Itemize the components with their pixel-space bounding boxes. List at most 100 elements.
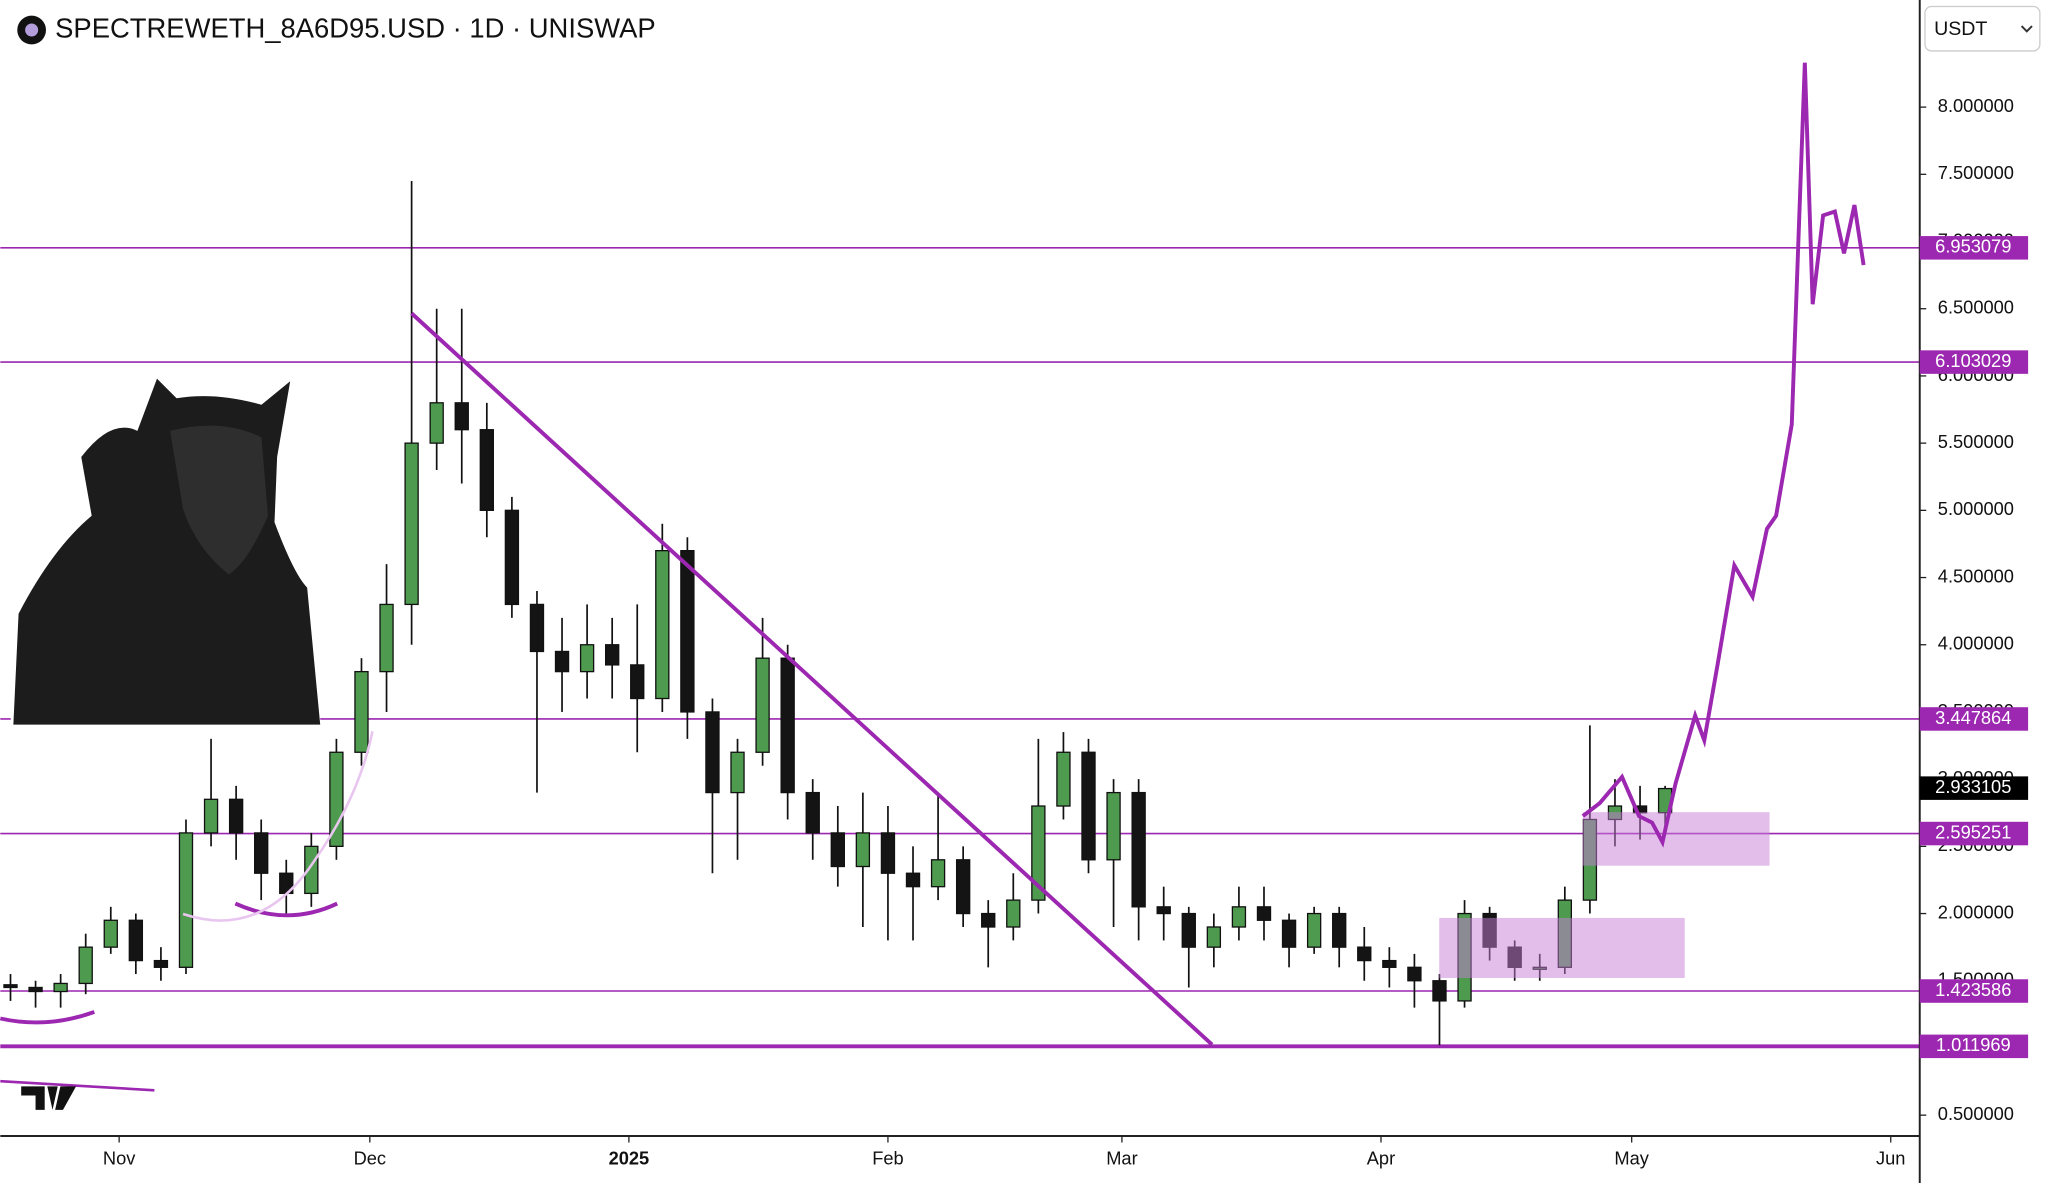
candle-body (880, 832, 896, 874)
candle-body (930, 859, 946, 888)
currency-label: USDT (1934, 18, 1987, 40)
dropdown-arrow (2020, 25, 2033, 33)
candle-body (1382, 959, 1397, 968)
x-tick-label: 2025 (609, 1147, 650, 1168)
level-tag-label: 1.423586 (1935, 979, 2011, 1000)
candle-body (1081, 751, 1096, 861)
candle-body (905, 872, 921, 888)
annotations (0, 62, 1866, 1092)
y-tick-label: 7.500000 (1938, 162, 2014, 183)
y-tick-label: 6.500000 (1938, 297, 2014, 318)
candle-body (329, 751, 344, 848)
level-tag (1919, 350, 2029, 374)
tradingview-logo (21, 1086, 77, 1110)
candle-body (1056, 751, 1071, 807)
candle-body (1281, 919, 1297, 948)
trend-line (410, 311, 1214, 1047)
x-tick-label: Mar (1106, 1147, 1137, 1168)
y-tick-label: 0.500000 (1938, 1103, 2014, 1124)
candle-body (103, 919, 118, 948)
candle-body (479, 429, 495, 511)
currency-select[interactable] (1924, 5, 2041, 52)
level-tag (1919, 707, 2029, 731)
y-tick-label: 2.000000 (1938, 901, 2014, 922)
candle-body (1031, 805, 1046, 901)
symbol-logo-inner (25, 23, 39, 37)
candle-body (1306, 912, 1322, 948)
candle-body (680, 550, 695, 713)
candle-body (429, 402, 444, 444)
candle-body (1181, 912, 1196, 948)
candle-body (3, 984, 18, 989)
candle-body (203, 798, 219, 834)
candle-body (128, 919, 144, 962)
candle-body (228, 798, 244, 834)
y-tick-label: 5.000000 (1938, 498, 2014, 519)
candle-body (705, 711, 720, 794)
curve (182, 730, 374, 922)
candle-body (254, 832, 269, 874)
x-tick-label: Jun (1876, 1147, 1905, 1168)
arc (0, 1010, 95, 1025)
level-tag-label: 1.011969 (1936, 1034, 2011, 1055)
arc (234, 901, 339, 918)
last-price-label: 2.933105 (1935, 776, 2011, 797)
x-tick-label: Apr (1367, 1147, 1395, 1168)
candle-body (354, 670, 369, 753)
candle-body (28, 986, 43, 993)
candle-body (805, 791, 820, 834)
candle-body (1231, 906, 1247, 928)
avatar-image (10, 378, 321, 725)
level-tag (1919, 821, 2029, 846)
level-tag (1919, 1034, 2029, 1059)
projection-path (1581, 62, 1866, 848)
candle-body (454, 402, 469, 431)
candle-body (1357, 946, 1372, 962)
zone-box (1439, 917, 1685, 978)
candle-body (1432, 980, 1447, 1002)
candle-body (1206, 926, 1222, 948)
level-tag-label: 2.595251 (1935, 821, 2011, 842)
candle-body (78, 946, 93, 985)
y-tick-label: 4.000000 (1938, 633, 2014, 654)
candle-body (981, 912, 996, 928)
candle-body (1131, 791, 1146, 908)
candle-body (1332, 912, 1347, 948)
level-tag (1919, 236, 2029, 260)
candle-body (1407, 966, 1422, 982)
last-price-tag (1919, 776, 2029, 800)
candle-body (1106, 791, 1121, 861)
candle-body (730, 751, 745, 794)
candle-body (379, 603, 394, 673)
candle-body (1156, 906, 1171, 915)
zone-box (1582, 812, 1770, 866)
candles (3, 181, 1673, 1046)
candle-body (855, 832, 871, 868)
candle-body (1006, 899, 1021, 928)
level-tag-label: 3.447864 (1935, 707, 2011, 728)
level-tag-label: 6.953079 (1935, 236, 2011, 257)
y-tick-label: 5.500000 (1938, 431, 2014, 452)
candle-body (404, 442, 419, 606)
candle-body (630, 664, 645, 700)
sketch-line (0, 1079, 155, 1092)
chart-title: SPECTREWETH_8A6D95.USD · 1D · UNISWAP (55, 12, 656, 43)
candle-body (554, 650, 570, 673)
x-tick-label: Feb (872, 1147, 903, 1168)
candle-body (1256, 906, 1272, 921)
candle-body (955, 859, 971, 915)
candle-body (780, 657, 795, 794)
x-tick-label: May (1614, 1147, 1649, 1168)
candle-body (304, 845, 319, 895)
candle-body (579, 644, 595, 673)
wolf-head (170, 425, 268, 575)
y-tick-label: 8.000000 (1938, 95, 2014, 116)
y-tick-label: 4.500000 (1938, 565, 2014, 586)
candle-body (604, 644, 620, 666)
candle-body (178, 832, 194, 968)
x-tick-label: Dec (354, 1147, 386, 1168)
axes: 0.5000001.0000001.5000002.0000002.500000… (103, 95, 2029, 1168)
